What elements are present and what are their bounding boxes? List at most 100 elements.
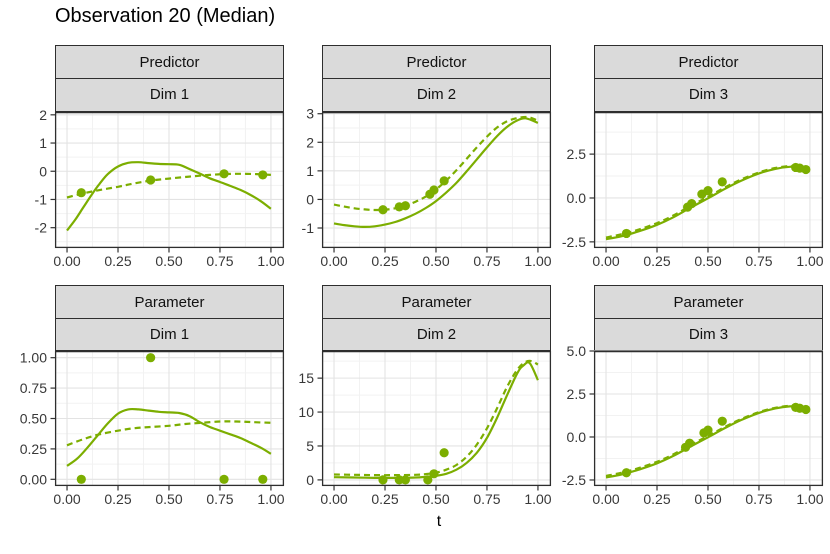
y-tick-label: 1 [306, 163, 314, 179]
x-tick-label: 1.00 [257, 491, 284, 507]
plot-panel-parameter-dim2: 0.00 0.25 0.50 0.75 1.00 15 10 5 0 [298, 350, 552, 507]
x-tick-label: 0.50 [155, 491, 182, 507]
data-point [621, 228, 632, 238]
dashed-line [333, 115, 539, 211]
y-tick-label: 1.00 [20, 349, 47, 365]
panel-border [321, 111, 552, 248]
solid-line [333, 116, 539, 228]
data-point [717, 416, 727, 426]
solid-line [333, 360, 539, 479]
axis-ticks [317, 112, 539, 253]
x-tick-label: 0.25 [104, 253, 131, 269]
y-tick-label: 0.0 [567, 190, 587, 206]
axis-ticks [317, 377, 539, 491]
data-points [378, 447, 449, 485]
y-tick-label: -2 [35, 219, 48, 235]
y-tick-label: 3 [306, 105, 314, 121]
data-point [439, 447, 449, 458]
grid-major [55, 111, 284, 248]
y-tick-label: 0.0 [567, 429, 587, 445]
facet-strip-row-label: Predictor [322, 45, 551, 79]
panel-border [321, 350, 552, 486]
facet-strip-col-label: Dim 1 [55, 77, 284, 112]
data-point [378, 474, 388, 485]
x-tick-label: 0.00 [592, 253, 619, 269]
dashed-line [605, 404, 811, 477]
data-points [378, 175, 449, 215]
data-point [801, 164, 811, 174]
x-tick-label: 1.00 [524, 253, 551, 269]
plot-panel-parameter-dim1: 0.00 0.25 0.50 0.75 1.00 1.00 0.75 0.50 0.25 0.00 [20, 349, 285, 506]
x-tick-label: 1.00 [524, 491, 551, 507]
facet-strip-col-label: Dim 2 [322, 77, 551, 112]
facet-predictor-dim2: Predictor Dim 2 0.00 0.25 0.50 0.75 1.00 3 2 1 0… [302, 45, 552, 269]
x-tick-label: 0.00 [320, 491, 347, 507]
y-tick-label: -2.5 [562, 472, 586, 488]
data-point [685, 438, 695, 448]
y-tick-label: 2.5 [567, 386, 587, 402]
panel-border [54, 350, 285, 486]
y-tick-label: 0 [306, 191, 314, 207]
data-point [258, 170, 268, 180]
y-tick-label: 15 [298, 370, 314, 386]
x-tick-label: 1.00 [796, 253, 823, 269]
data-point [703, 185, 713, 195]
facet-strip-row-label: Predictor [594, 45, 823, 79]
axis-tick-labels: 0.00 0.25 0.50 0.75 1.00 2 1 0 -1 -2 [35, 107, 285, 269]
facet-parameter-dim2: Parameter Dim 2 0.00 0.25 0.50 0.75 1.00 15 10… [298, 285, 552, 507]
data-point [76, 187, 86, 198]
plot-panel-predictor-dim3: 0.00 0.25 0.50 0.75 1.00 2.5 0.0 -2.5 [562, 111, 824, 269]
y-tick-label: 5 [306, 438, 314, 454]
data-point [76, 474, 86, 484]
data-points [76, 168, 268, 198]
axis-ticks [589, 350, 811, 491]
x-tick-label: 0.25 [104, 491, 131, 507]
y-tick-label: 0.00 [20, 471, 47, 487]
x-tick-label: 1.00 [796, 491, 823, 507]
y-tick-label: -1 [302, 220, 315, 236]
x-axis-title: t [436, 513, 442, 530]
data-point [621, 467, 632, 478]
axis-tick-labels: 0.00 0.25 0.50 0.75 1.00 15 10 5 0 [298, 370, 551, 507]
panel-border [593, 350, 824, 486]
axis-ticks [50, 356, 272, 491]
x-tick-label: 0.25 [643, 491, 670, 507]
grid-major [594, 111, 823, 248]
facet-strip-row-label: Parameter [594, 285, 823, 319]
data-point [378, 204, 388, 215]
data-point [423, 474, 433, 485]
data-points [76, 352, 268, 484]
plot-panel-parameter-dim3: 0.00 0.25 0.50 0.75 1.00 5.0 2.5 0.0 -2.5 [562, 343, 824, 507]
facet-strip-row-label: Predictor [55, 45, 284, 79]
x-tick-label: 0.00 [320, 253, 347, 269]
axis-ticks [589, 153, 811, 253]
facet-parameter-dim1: Parameter Dim 1 0.00 0.25 0.50 0.75 1.00 1.00… [20, 285, 285, 507]
x-tick-label: 0.75 [206, 253, 233, 269]
facet-strip-col-label: Dim 3 [594, 317, 823, 351]
x-tick-label: 0.75 [745, 253, 772, 269]
x-tick-label: 0.25 [371, 253, 398, 269]
axis-tick-labels: 0.00 0.25 0.50 0.75 1.00 3 2 1 0 -1 [302, 105, 552, 268]
x-tick-label: 0.75 [473, 253, 500, 269]
panel-border [593, 111, 824, 248]
data-point [146, 175, 156, 185]
solid-line [66, 160, 272, 231]
data-point [400, 474, 411, 485]
y-tick-label: 0.75 [20, 380, 47, 396]
y-tick-label: 2 [39, 107, 47, 123]
x-tick-label: 0.75 [745, 491, 772, 507]
axis-tick-labels: 0.00 0.25 0.50 0.75 1.00 2.5 0.0 -2.5 [562, 146, 824, 269]
panel-border [54, 111, 285, 248]
y-tick-label: 2.5 [567, 146, 587, 162]
x-tick-label: 0.50 [694, 491, 721, 507]
y-tick-label: 0.50 [20, 410, 47, 426]
x-tick-label: 0.25 [643, 253, 670, 269]
x-tick-label: 0.50 [422, 491, 449, 507]
y-tick-label: 10 [298, 404, 314, 420]
data-point [429, 468, 439, 479]
x-tick-label: 0.50 [422, 253, 449, 269]
data-point [439, 175, 449, 186]
data-point [146, 352, 156, 362]
y-tick-label: 0 [39, 163, 47, 179]
